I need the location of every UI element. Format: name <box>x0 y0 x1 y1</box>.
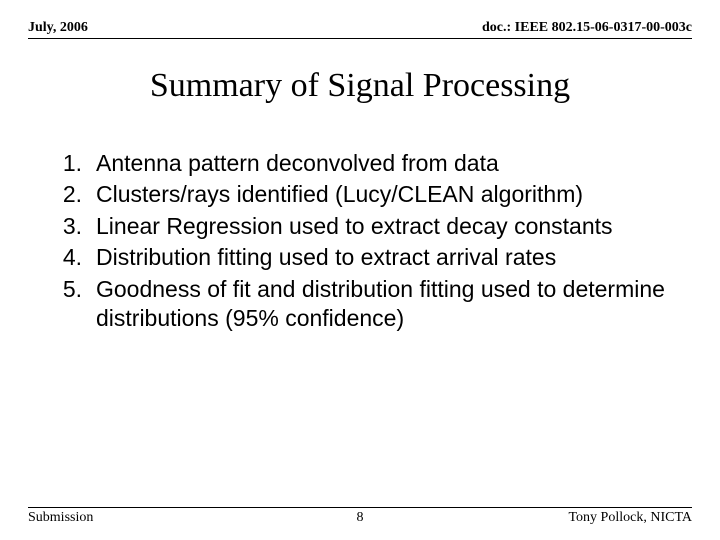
page-title: Summary of Signal Processing <box>28 67 692 105</box>
list-item-number: 3. <box>48 212 96 241</box>
footer-left: Submission <box>28 510 93 526</box>
list-item-text: Distribution fitting used to extract arr… <box>96 243 692 272</box>
list-item: 4. Distribution fitting used to extract … <box>48 243 692 272</box>
list-item-text: Clusters/rays identified (Lucy/CLEAN alg… <box>96 180 692 209</box>
list-item: 1. Antenna pattern deconvolved from data <box>48 149 692 178</box>
list-item-text: Goodness of fit and distribution fitting… <box>96 275 692 334</box>
header-rule <box>28 38 692 39</box>
header-date: July, 2006 <box>28 20 88 36</box>
list-item-number: 4. <box>48 243 96 272</box>
list-item: 3. Linear Regression used to extract dec… <box>48 212 692 241</box>
list-item-number: 5. <box>48 275 96 334</box>
footer: Submission 8 Tony Pollock, NICTA <box>28 507 692 526</box>
list-item-text: Antenna pattern deconvolved from data <box>96 149 692 178</box>
slide: July, 2006 doc.: IEEE 802.15-06-0317-00-… <box>0 0 720 540</box>
footer-rule <box>28 507 692 508</box>
list-item: 2. Clusters/rays identified (Lucy/CLEAN … <box>48 180 692 209</box>
list-item: 5. Goodness of fit and distribution fitt… <box>48 275 692 334</box>
list-item-text: Linear Regression used to extract decay … <box>96 212 692 241</box>
header: July, 2006 doc.: IEEE 802.15-06-0317-00-… <box>28 20 692 36</box>
header-doc-id: doc.: IEEE 802.15-06-0317-00-003c <box>482 20 692 36</box>
list-item-number: 2. <box>48 180 96 209</box>
numbered-list: 1. Antenna pattern deconvolved from data… <box>28 149 692 334</box>
footer-row: Submission 8 Tony Pollock, NICTA <box>28 510 692 526</box>
footer-author: Tony Pollock, NICTA <box>568 510 692 526</box>
list-item-number: 1. <box>48 149 96 178</box>
